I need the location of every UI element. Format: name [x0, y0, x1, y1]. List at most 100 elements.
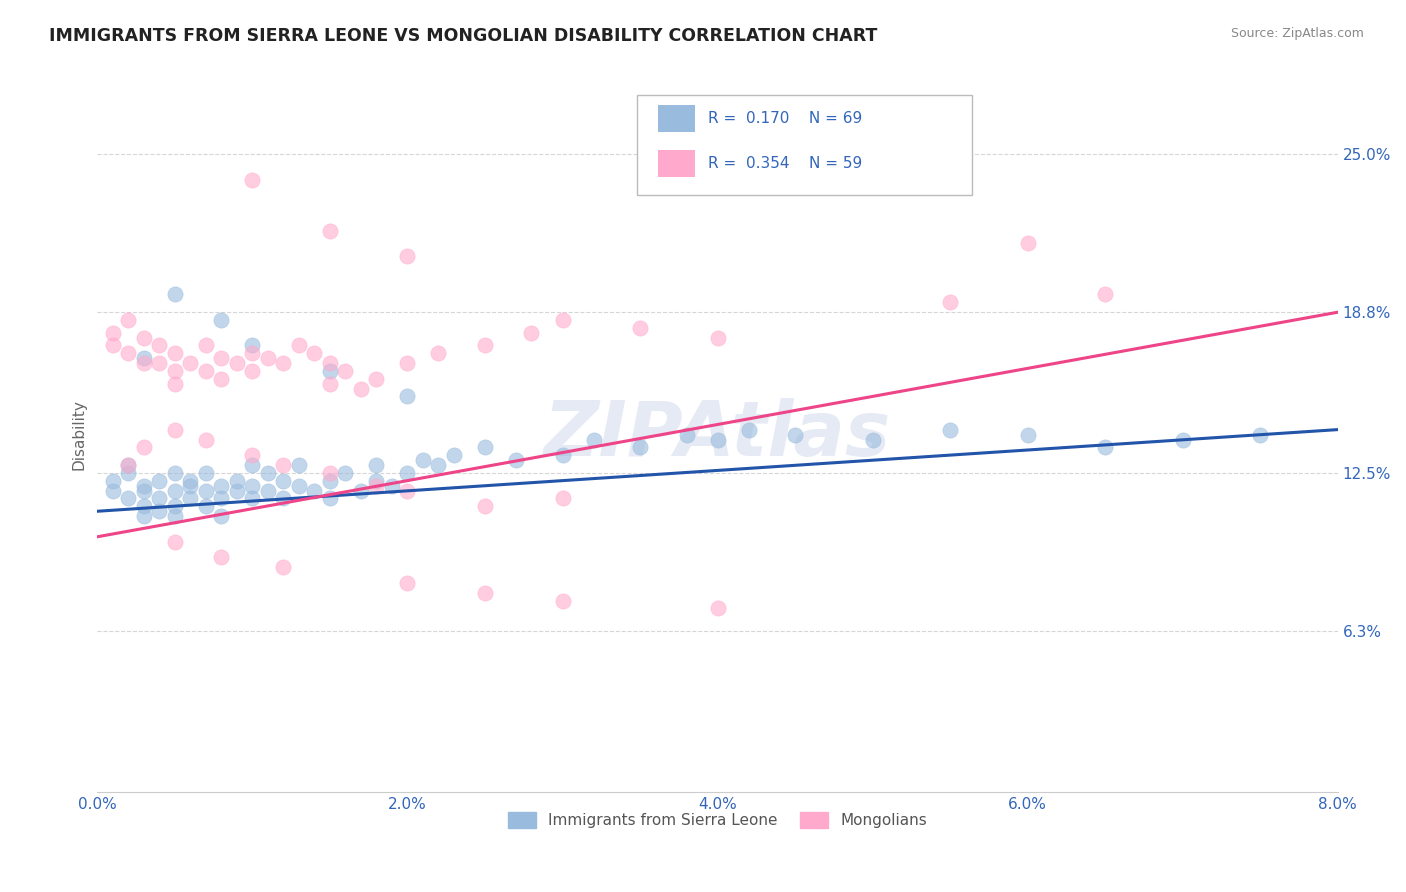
- Point: [396, 356, 419, 370]
- Point: [304, 346, 326, 360]
- Point: [194, 466, 217, 480]
- Point: [1171, 433, 1194, 447]
- Point: [551, 313, 574, 327]
- Point: [179, 479, 201, 493]
- Point: [381, 479, 404, 493]
- Point: [319, 466, 342, 480]
- Point: [179, 356, 201, 370]
- Point: [117, 491, 139, 506]
- Point: [396, 466, 419, 480]
- Point: [194, 483, 217, 498]
- Point: [242, 346, 264, 360]
- Text: ZIPAtlas: ZIPAtlas: [544, 398, 891, 472]
- Point: [939, 295, 962, 310]
- Point: [304, 483, 326, 498]
- Point: [117, 458, 139, 473]
- Point: [520, 326, 543, 340]
- Point: [194, 433, 217, 447]
- Point: [101, 338, 124, 352]
- Point: [242, 172, 264, 186]
- Point: [132, 331, 155, 345]
- Point: [628, 320, 651, 334]
- Point: [132, 479, 155, 493]
- Point: [163, 287, 186, 301]
- Point: [163, 423, 186, 437]
- Point: [242, 458, 264, 473]
- Point: [132, 483, 155, 498]
- Point: [551, 593, 574, 607]
- Point: [366, 474, 388, 488]
- Point: [148, 356, 170, 370]
- Point: [396, 389, 419, 403]
- Point: [396, 249, 419, 263]
- Point: [396, 483, 419, 498]
- Point: [319, 491, 342, 506]
- Point: [675, 427, 697, 442]
- Point: [862, 433, 884, 447]
- Point: [706, 433, 728, 447]
- Text: R =  0.170    N = 69: R = 0.170 N = 69: [707, 112, 862, 127]
- Point: [366, 371, 388, 385]
- Point: [1017, 236, 1039, 251]
- Point: [225, 356, 247, 370]
- Point: [350, 483, 373, 498]
- Point: [101, 474, 124, 488]
- Point: [366, 479, 388, 493]
- Point: [242, 364, 264, 378]
- Point: [209, 491, 232, 506]
- Point: [443, 448, 465, 462]
- Point: [179, 474, 201, 488]
- Point: [117, 458, 139, 473]
- Point: [288, 338, 311, 352]
- Legend: Immigrants from Sierra Leone, Mongolians: Immigrants from Sierra Leone, Mongolians: [502, 806, 934, 834]
- Point: [427, 458, 450, 473]
- Point: [582, 433, 605, 447]
- Point: [163, 483, 186, 498]
- Point: [551, 491, 574, 506]
- Point: [194, 338, 217, 352]
- Text: IMMIGRANTS FROM SIERRA LEONE VS MONGOLIAN DISABILITY CORRELATION CHART: IMMIGRANTS FROM SIERRA LEONE VS MONGOLIA…: [49, 27, 877, 45]
- Point: [396, 575, 419, 590]
- Point: [288, 458, 311, 473]
- Point: [148, 474, 170, 488]
- Point: [257, 483, 280, 498]
- Point: [319, 356, 342, 370]
- Point: [209, 371, 232, 385]
- Point: [117, 313, 139, 327]
- Point: [148, 491, 170, 506]
- Point: [350, 382, 373, 396]
- Point: [257, 466, 280, 480]
- Point: [163, 466, 186, 480]
- Point: [163, 376, 186, 391]
- Point: [474, 586, 496, 600]
- Point: [273, 356, 295, 370]
- Point: [319, 474, 342, 488]
- Point: [225, 474, 247, 488]
- Point: [132, 351, 155, 366]
- Point: [194, 364, 217, 378]
- Point: [939, 423, 962, 437]
- Point: [242, 448, 264, 462]
- Point: [242, 491, 264, 506]
- Point: [783, 427, 806, 442]
- Point: [319, 376, 342, 391]
- Point: [474, 338, 496, 352]
- Point: [474, 441, 496, 455]
- Point: [706, 331, 728, 345]
- Point: [273, 458, 295, 473]
- Point: [117, 346, 139, 360]
- Point: [163, 534, 186, 549]
- Point: [209, 479, 232, 493]
- Point: [101, 483, 124, 498]
- Point: [505, 453, 527, 467]
- Point: [288, 479, 311, 493]
- Point: [1249, 427, 1271, 442]
- Point: [1017, 427, 1039, 442]
- Point: [412, 453, 434, 467]
- Point: [1094, 441, 1116, 455]
- Point: [209, 351, 232, 366]
- Point: [273, 491, 295, 506]
- Point: [1094, 287, 1116, 301]
- Point: [101, 326, 124, 340]
- Point: [273, 560, 295, 574]
